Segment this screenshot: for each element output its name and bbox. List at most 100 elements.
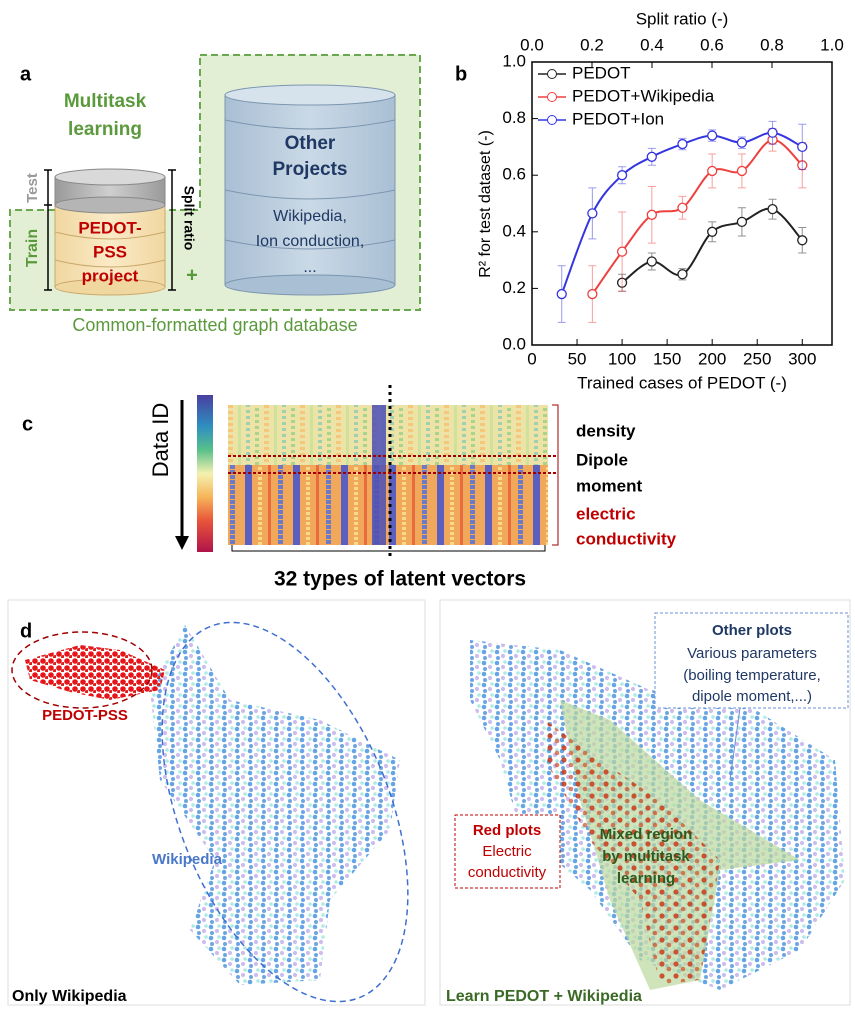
bracket xyxy=(552,404,559,546)
x-tick-label: 200 xyxy=(698,349,726,368)
y-tick-label: 0.4 xyxy=(502,221,526,240)
panel-b: b Split ratio (-) Trained cases of PEDOT… xyxy=(455,9,844,392)
row-label: density xyxy=(576,421,636,440)
y-tick-label: 0.2 xyxy=(502,278,526,297)
other-projects: Other xyxy=(285,133,336,154)
marker xyxy=(707,165,718,177)
marker xyxy=(616,170,628,181)
red-points xyxy=(545,720,720,985)
annotation: Mixed region xyxy=(600,826,693,843)
marker xyxy=(677,138,688,150)
y-tick-label: 0.8 xyxy=(502,108,526,127)
panel-a: a Multitask learning Test Train Split ra… xyxy=(9,54,421,335)
multitask-text: Multitask xyxy=(64,91,147,112)
legend-label: PEDOT xyxy=(572,63,631,82)
project-text: project xyxy=(82,266,139,285)
marker xyxy=(707,226,718,237)
other-projects: Projects xyxy=(273,159,348,180)
x-tick-label: 250 xyxy=(743,349,771,368)
legend-label: PEDOT+Wikipedia xyxy=(572,86,715,105)
x2-tick-label: 0.6 xyxy=(700,35,724,54)
marker xyxy=(616,246,628,257)
marker xyxy=(707,130,718,141)
marker xyxy=(736,137,748,148)
marker xyxy=(646,209,657,220)
y-tick-label: 0.0 xyxy=(502,334,526,353)
arrow-head xyxy=(175,536,189,550)
x2-tick-label: 0.8 xyxy=(760,35,784,54)
plot-frame xyxy=(531,61,833,346)
colorbar xyxy=(197,395,213,552)
marker xyxy=(646,151,657,162)
other-cylinder xyxy=(224,84,396,296)
test-label: Test xyxy=(24,173,41,203)
panel-label: d xyxy=(20,620,32,642)
x2-tick-label: 0.0 xyxy=(520,35,544,54)
annotation-box xyxy=(654,612,849,709)
panel-label: c xyxy=(22,413,33,435)
caption: 32 types of latent vectors xyxy=(274,568,526,591)
marker xyxy=(736,216,748,228)
multitask-text: learning xyxy=(68,119,142,140)
project-text: PSS xyxy=(93,242,127,261)
x-tick-label: 300 xyxy=(788,349,816,368)
legend-marker xyxy=(547,69,557,79)
annotation: conductivity xyxy=(468,864,547,881)
panel-c: c Data ID density Dipole moment electric… xyxy=(22,385,677,591)
data-id-label: Data ID xyxy=(148,403,173,478)
annotation: Other plots xyxy=(712,622,792,639)
row-label: Dipole xyxy=(576,450,628,469)
divider xyxy=(228,455,558,474)
caption: Only Wikipedia xyxy=(12,988,127,1005)
annotation: Wikipedia xyxy=(152,851,223,868)
caption: Learn PEDOT + Wikipedia xyxy=(446,988,642,1005)
x-tick-label: 50 xyxy=(568,349,587,368)
pointer xyxy=(729,707,741,781)
annotation: learning xyxy=(617,870,675,887)
plus: + xyxy=(186,264,198,286)
bracket xyxy=(231,545,546,552)
annotation: dipole moment,...) xyxy=(692,688,812,705)
annotation: (boiling temperature, xyxy=(683,667,821,684)
x2-label: Split ratio (-) xyxy=(636,9,729,28)
marker xyxy=(797,235,808,246)
red-cluster xyxy=(25,645,165,700)
annotation: PEDOT-PSS xyxy=(42,707,128,724)
annotation: Electric xyxy=(482,843,532,860)
marker xyxy=(646,256,657,267)
x2-tick-label: 0.4 xyxy=(640,35,664,54)
other-example: Wikipedia, xyxy=(273,208,347,225)
y-label: R² for test dataset (-) xyxy=(477,130,494,278)
x2-tick-label: 0.2 xyxy=(580,35,604,54)
legend-marker xyxy=(547,115,557,125)
pedot-cylinder xyxy=(54,168,166,296)
highlight xyxy=(161,621,409,1003)
other-example: ... xyxy=(303,259,316,276)
heatmap xyxy=(228,465,548,545)
annotation-box xyxy=(454,814,561,889)
x2-tick-label: 1.0 xyxy=(820,35,844,54)
bracket xyxy=(44,169,176,291)
series-line xyxy=(621,207,804,284)
marker xyxy=(677,269,688,280)
row-label: moment xyxy=(576,476,642,495)
highlight xyxy=(11,631,153,709)
heatmap-column xyxy=(372,405,386,545)
legend-label: PEDOT+Ion xyxy=(572,109,664,128)
panel-label: a xyxy=(20,63,32,85)
marker xyxy=(587,208,598,219)
legend-marker xyxy=(547,92,557,102)
panel-label: b xyxy=(455,63,467,85)
annotation: Red plots xyxy=(473,822,541,839)
x-label: Trained cases of PEDOT (-) xyxy=(577,373,787,392)
marker xyxy=(677,202,688,213)
x-tick-label: 100 xyxy=(608,349,636,368)
other-example: Ion conduction, xyxy=(256,233,365,250)
project-text: PEDOT- xyxy=(78,218,141,237)
marker xyxy=(797,141,808,153)
marker xyxy=(767,127,778,138)
annotation: by multitask xyxy=(602,848,690,865)
series-line xyxy=(591,138,803,295)
marker xyxy=(767,204,778,215)
